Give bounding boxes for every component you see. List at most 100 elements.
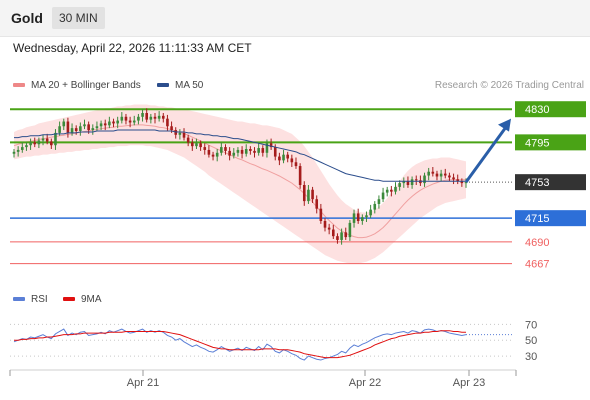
candle-body [87,124,90,131]
candle-body [390,189,393,192]
candle-body [244,149,248,154]
legend-ma50-label: MA 50 [175,80,204,91]
candle-body [211,154,215,157]
candle-body [12,151,16,154]
candle-body [203,147,207,150]
candle-body [220,147,223,153]
candle-body [298,166,302,185]
candle-body [261,148,265,153]
candle-body [186,137,190,143]
candle-body [257,148,260,153]
candle-body [290,158,294,163]
rsi-tick-label: 30 [525,351,537,363]
candle-body [161,115,165,119]
candle-body [414,179,418,181]
candle-body [286,154,289,159]
candle-body [157,115,161,119]
candle-body [16,149,20,152]
candle-body [215,152,219,157]
candle-body [423,175,426,184]
candle-body [443,173,447,176]
time-axis-label: Apr 22 [349,377,381,389]
level-label-4667: 4667 [525,259,549,271]
chart-datetime: Wednesday, April 22, 2026 11:11:33 AM CE… [13,41,252,55]
candle-body [311,189,314,200]
level-badge-4715 [515,210,586,227]
level-label-4830: 4830 [525,104,549,116]
candle-body [178,132,182,135]
level-label-4795: 4795 [525,137,549,149]
candle-body [25,145,28,148]
level-label-4753: 4753 [525,177,549,189]
instrument-title: Gold [11,10,43,26]
copyright: Research © 2026 Trading Central [434,80,584,91]
candle-body [385,189,389,193]
candle-body [191,142,194,147]
rsi-swatch [13,297,25,302]
rsi-9ma-line [14,330,466,359]
candle-body [460,181,464,184]
candle-body [315,199,319,209]
candle-body [228,150,231,156]
candle-body [365,215,368,218]
projection-arrow [464,124,509,184]
candle-body [427,171,430,176]
timeframe-button[interactable]: 30 MIN [52,7,105,29]
legend-rsi: RSI [13,294,48,305]
candle-body [398,183,401,187]
candle-body [323,221,327,228]
rsi-tick-label: 50 [525,335,537,347]
candle-body [137,116,140,121]
candle-body [207,149,211,155]
candle-body [431,171,435,174]
candle-body [70,128,74,133]
candle-body [340,232,343,240]
candle-body [278,156,281,161]
candle-body [452,177,455,180]
candle-body [282,154,285,161]
candle-body [269,143,273,148]
candle-body [182,132,186,138]
candle-body [232,152,236,156]
time-axis-label: Apr 21 [127,377,159,389]
candle-body [273,147,277,157]
candle-body [108,121,111,126]
candle-body [352,213,356,223]
candle-body [294,162,298,167]
candle-body [83,124,86,127]
level-label-4715: 4715 [525,213,549,225]
candle-body [456,179,460,182]
candle-body [141,113,144,117]
candle-body [166,118,169,127]
legend-rsi-label: RSI [31,294,48,305]
candle-body [124,116,128,121]
rsi-tick-label: 70 [525,319,537,331]
candle-body [377,199,381,204]
candle-body [394,186,397,192]
candle-body [344,232,348,238]
candle-body [199,143,202,148]
candle-body [37,140,41,145]
candle-body [236,149,240,153]
candle-body [74,128,78,131]
candle-body [58,126,61,133]
candle-body [381,192,385,200]
candle-body [464,182,468,184]
candle-body [348,222,352,238]
candle-body [265,143,269,153]
candle-body [62,121,66,127]
ma50-swatch [157,83,169,88]
candle-body [116,120,119,124]
candle-body [332,229,335,237]
candle-body [402,181,406,184]
level-label-4690: 4690 [525,237,549,249]
candle-body [439,173,443,177]
candle-body [99,123,103,127]
legend-ma50: MA 50 [157,80,203,91]
candle-body [319,208,323,221]
bollinger-band [14,104,466,264]
legend-9ma-label: 9MA [81,294,102,305]
candle-body [327,227,331,230]
candle-body [307,189,310,202]
candle-body [54,132,57,146]
